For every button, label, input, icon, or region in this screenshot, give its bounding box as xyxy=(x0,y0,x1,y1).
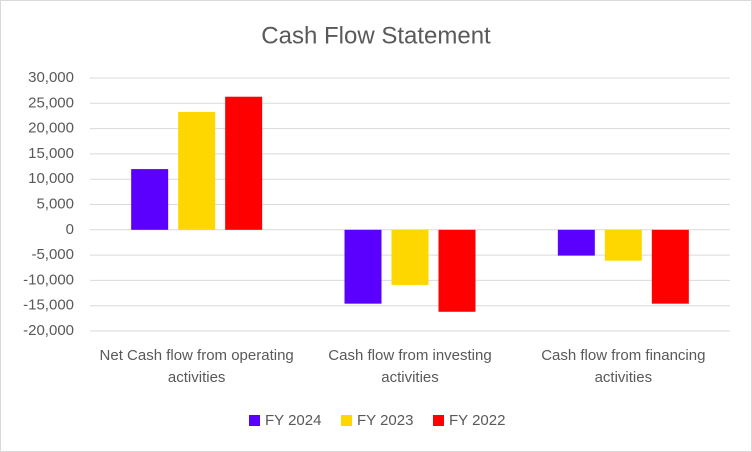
y-tick-label: 10,000 xyxy=(28,170,74,187)
bar xyxy=(557,229,595,256)
x-tick-label: Cash flow from financing activities xyxy=(541,347,706,386)
bar xyxy=(391,229,429,285)
legend-label: FY 2022 xyxy=(449,412,505,429)
bar xyxy=(344,229,382,304)
y-tick-label: 20,000 xyxy=(28,120,74,137)
bar xyxy=(438,229,476,312)
y-tick-label: -10,000 xyxy=(23,271,74,288)
y-tick-label: 15,000 xyxy=(28,145,74,162)
y-tick-label: 30,000 xyxy=(28,69,74,86)
bar xyxy=(651,229,689,304)
legend-label: FY 2023 xyxy=(357,412,413,429)
y-tick-label: 5,000 xyxy=(36,195,74,212)
y-tick-label: 25,000 xyxy=(28,94,74,111)
bar xyxy=(225,96,263,230)
x-tick-label: Cash flow from investing activities xyxy=(328,347,492,386)
legend-swatch xyxy=(433,415,444,426)
legend-swatch xyxy=(341,415,352,426)
bar xyxy=(131,169,169,230)
y-tick-label: -5,000 xyxy=(31,246,74,263)
y-tick-label: -20,000 xyxy=(23,322,74,339)
legend-swatch xyxy=(249,415,260,426)
x-tick-label: Net Cash flow from operating activities xyxy=(99,347,294,386)
y-tick-label: -15,000 xyxy=(23,297,74,314)
chart-title: Cash Flow Statement xyxy=(261,22,491,49)
bar xyxy=(178,111,216,230)
legend-label: FY 2024 xyxy=(265,412,321,429)
bar xyxy=(604,229,642,261)
y-tick-label: 0 xyxy=(66,221,74,238)
